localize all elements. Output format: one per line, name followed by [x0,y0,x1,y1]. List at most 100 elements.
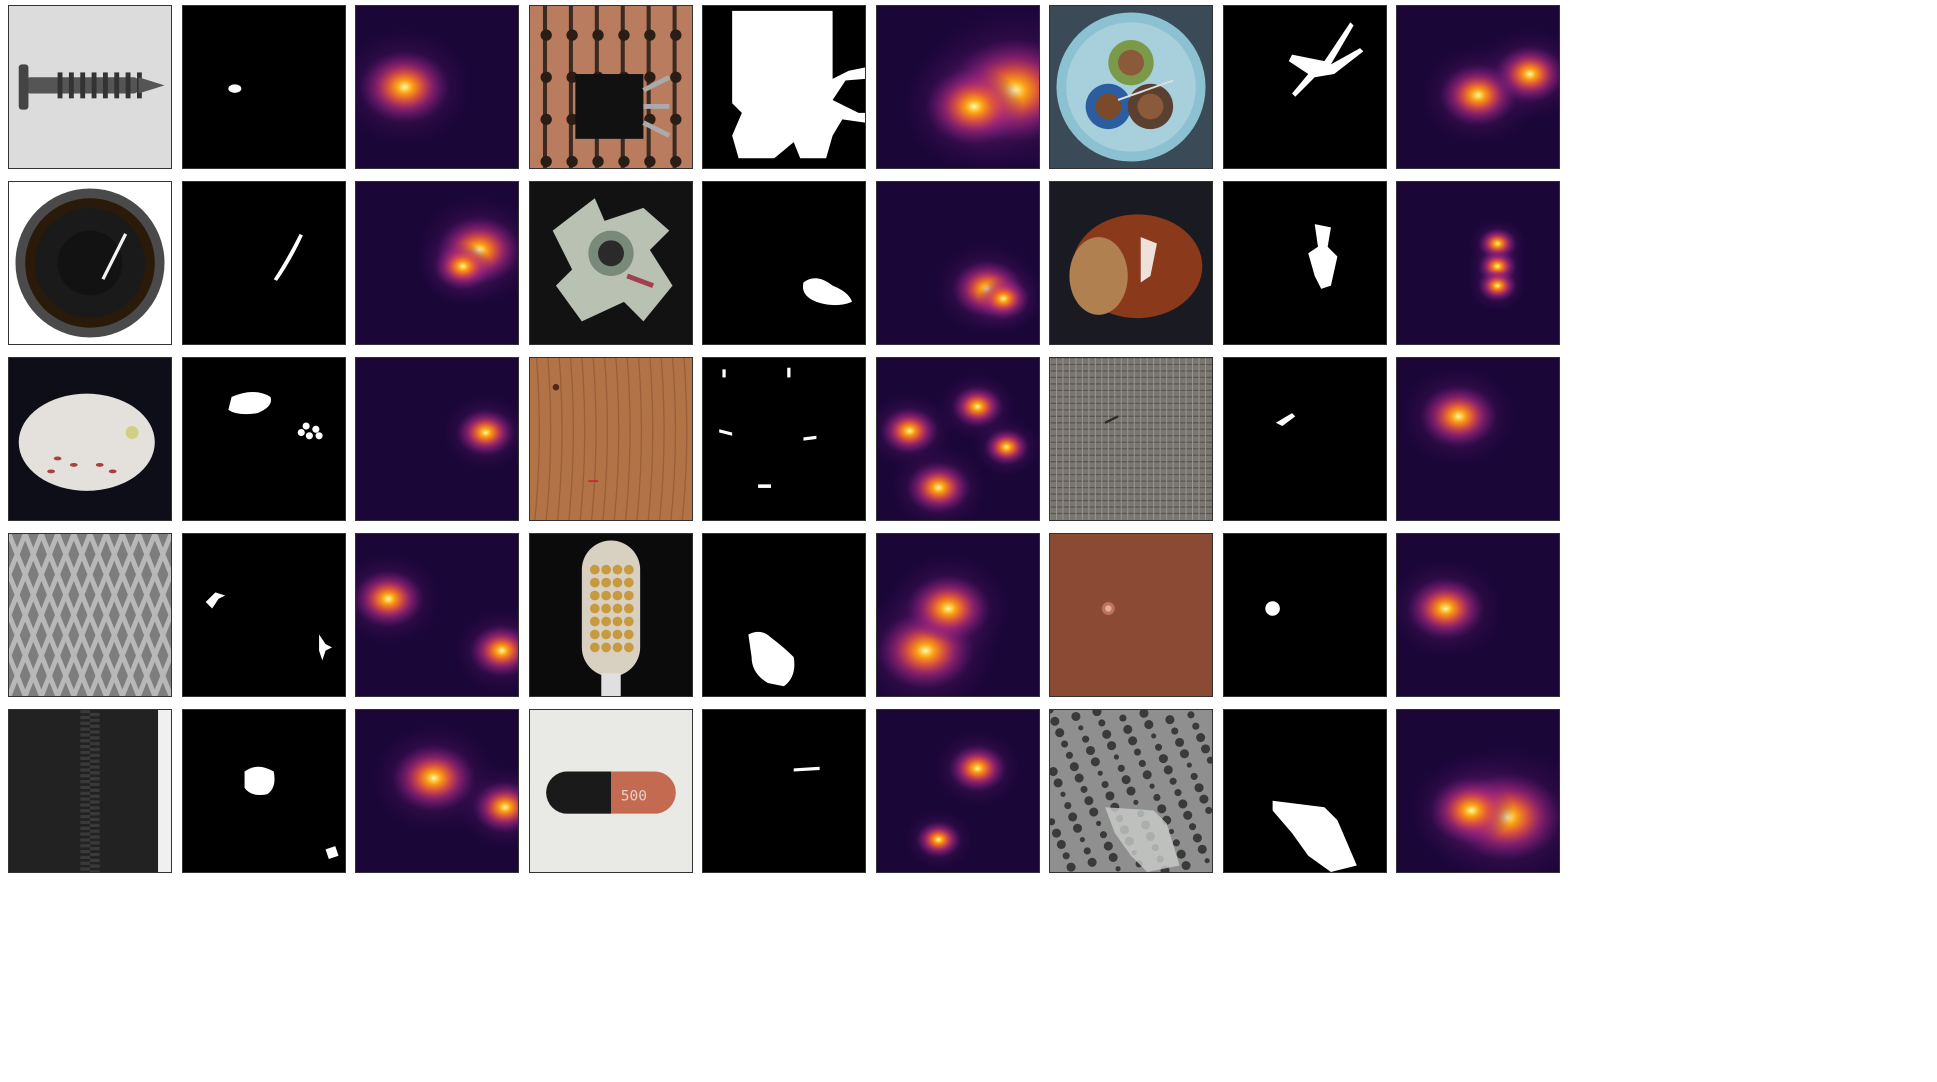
zipper-anomaly-heatmap [355,709,519,873]
tile-anomaly-heatmap [1396,709,1560,873]
screw-ground-truth-mask-graphic [182,6,345,168]
tile-ground-truth-mask [1222,709,1387,873]
grid-anomaly-heatmap-graphic [356,534,518,696]
cable-anomaly-heatmap [1396,5,1560,169]
toothbrush-image-graphic [529,534,692,696]
heat-hotspot [391,744,476,812]
mask-region [205,592,225,609]
mask-region [302,422,310,430]
heat-hotspot [915,821,961,858]
tile-anomaly-heatmap-graphic [1397,710,1559,872]
mask-region [719,429,733,436]
pill-anomaly-heatmap [355,357,519,521]
mask-region [732,10,865,159]
heat-hotspot [456,409,515,456]
mask-region [793,766,820,772]
screw-image-graphic [9,6,171,168]
pill-ground-truth-mask-graphic [182,358,345,520]
toothbrush-object [581,540,640,696]
capsule-anomaly-heatmap [875,709,1040,873]
mask-region [297,428,305,437]
heat-hotspot [947,744,1007,792]
hazelnut-anomaly-heatmap [1396,181,1560,345]
transistor-object [540,6,681,168]
mask-region [1307,224,1337,289]
pill-image [8,357,172,521]
cable-ground-truth-mask [1222,5,1387,169]
zipper-object [80,710,171,872]
wood-object [533,358,687,520]
hazelnut-anomaly-heatmap-graphic [1397,182,1559,344]
qualitative-results-grid: 500 [8,5,1928,1077]
svg-text:500: 500 [620,788,646,805]
carpet-ground-truth-mask-graphic [1223,358,1386,520]
wood-ground-truth-mask-graphic [703,358,865,520]
carpet-anomaly-heatmap [1396,357,1560,521]
tile-image-graphic [1050,710,1212,872]
mask-region [1275,413,1295,427]
metal-nut-image [528,181,693,345]
bottle-ground-truth-mask [181,181,346,345]
capsule-ground-truth-mask-graphic [703,710,865,872]
grid-ground-truth-mask-graphic [182,534,345,696]
grid-object [9,534,171,696]
pill-anomaly-heatmap-graphic [356,358,518,520]
mask-region [318,634,332,661]
cable-image-graphic [1050,6,1212,168]
mask-region [325,846,339,860]
toothbrush-anomaly-heatmap-graphic [876,534,1039,696]
tile-object [1050,710,1212,872]
grid-anomaly-heatmap [355,533,519,697]
mask-region [722,369,726,378]
transistor-image-graphic [529,6,692,168]
wood-ground-truth-mask [702,357,866,521]
bottle-image-graphic [9,182,171,344]
zipper-ground-truth-mask [181,709,346,873]
zipper-image-graphic [9,710,171,872]
bottle-anomaly-heatmap-graphic [356,182,518,344]
cable-image [1049,5,1213,169]
heat-hotspot [1478,270,1517,302]
toothbrush-image [528,533,693,697]
leather-image [1049,533,1213,697]
heat-hotspot [951,385,1003,428]
heat-hotspot [1494,45,1559,103]
screw-anomaly-heatmap-graphic [356,6,518,168]
wood-anomaly-heatmap-graphic [876,358,1039,520]
bottle-object [15,188,165,338]
zipper-image [8,709,172,873]
cable-anomaly-heatmap-graphic [1397,6,1559,168]
metal-nut-ground-truth-mask [702,181,866,345]
wood-image-graphic [529,358,692,520]
heat-hotspot [983,428,1029,466]
metal-nut-anomaly-heatmap [875,181,1040,345]
leather-object [1101,602,1115,615]
mask-region [244,766,275,796]
screw-image [8,5,172,169]
screw-anomaly-heatmap [355,5,519,169]
hazelnut-ground-truth-mask-graphic [1223,182,1386,344]
zipper-ground-truth-mask-graphic [182,710,345,872]
pill-object [18,393,155,491]
heat-hotspot [905,461,971,514]
mask-region [787,367,791,378]
leather-ground-truth-mask-graphic [1223,534,1386,696]
transistor-ground-truth-mask [702,5,866,169]
grid-ground-truth-mask [181,533,346,697]
hazelnut-ground-truth-mask [1222,181,1387,345]
mask-region [227,392,271,415]
heat-hotspot [925,67,1023,146]
capsule-object: 500 [545,771,676,814]
cable-ground-truth-mask-graphic [1223,6,1386,168]
screw-object [18,64,165,110]
heat-hotspot [1429,776,1514,845]
transistor-ground-truth-mask-graphic [703,6,865,168]
bottle-image [8,181,172,345]
metal-nut-ground-truth-mask-graphic [703,182,865,344]
mask-region [802,278,853,306]
heat-hotspot [472,781,518,834]
heat-hotspot [433,242,493,290]
grid-image [8,533,172,697]
heat-hotspot [469,624,518,677]
wood-anomaly-heatmap [875,357,1040,521]
